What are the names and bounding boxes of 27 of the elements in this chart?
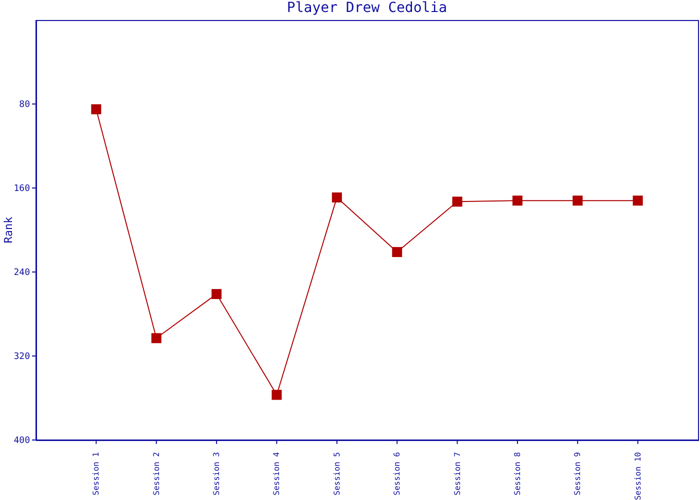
point: [272, 390, 282, 400]
point: [572, 196, 583, 206]
point: [332, 192, 342, 202]
x-tick-label: Session 8: [512, 452, 522, 496]
point: [632, 196, 643, 206]
y-tick-label: 400: [14, 436, 30, 446]
x-tick-label: Session 7: [452, 452, 462, 496]
y-axis-title: Rank: [2, 216, 15, 244]
x-tick-label: Session 4: [272, 452, 282, 496]
x-tick-label: Session 2: [152, 452, 161, 496]
point: [392, 247, 402, 258]
point: [212, 289, 222, 300]
x-tick-label: Session 3: [212, 452, 222, 496]
y-tick-label: 240: [14, 268, 30, 278]
point: [151, 333, 162, 344]
chart-title: Player Drew Cedolia: [286, 0, 448, 16]
point: [91, 104, 102, 114]
y-tick-label: 80: [19, 100, 30, 110]
x-tick-label: Session 6: [392, 452, 402, 496]
x-tick-label: Session 9: [573, 452, 582, 496]
y-tick-label: 160: [14, 184, 30, 194]
x-tick-label: Session 5: [332, 452, 342, 496]
y-tick-label: 320: [14, 352, 30, 362]
point: [512, 196, 522, 206]
x-tick-label: Session 1: [92, 452, 101, 496]
x-tick-label: Session 10: [633, 452, 642, 500]
point: [452, 196, 462, 207]
